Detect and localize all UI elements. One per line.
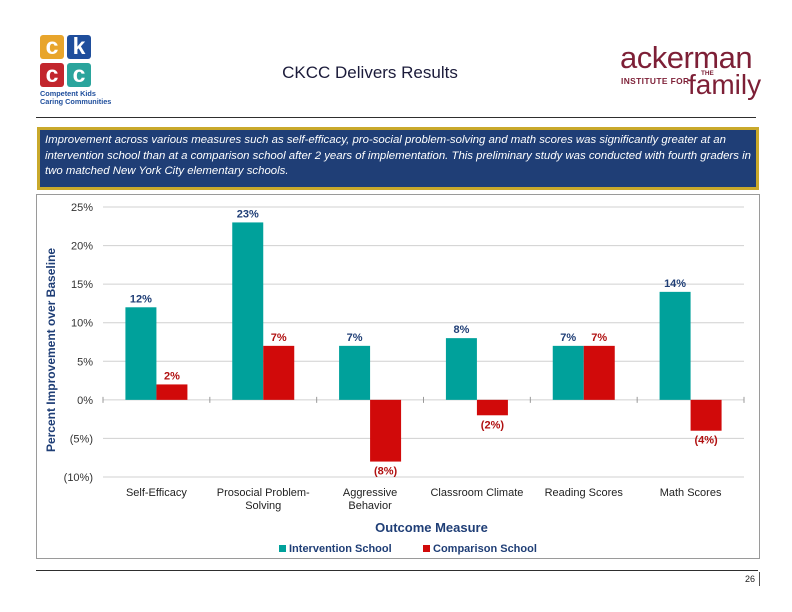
logo-tagline-line2: Caring Communities — [40, 97, 112, 106]
logo-tile-c3: c — [67, 63, 91, 87]
y-tick-label: 0% — [77, 395, 93, 407]
y-tick-label: (10%) — [64, 472, 93, 484]
data-label: 8% — [453, 324, 469, 336]
intervention-bar — [125, 307, 157, 400]
logo-tagline: Competent Kids Caring Communities — [40, 90, 111, 106]
comparison-bar — [690, 399, 722, 431]
data-label: (8%) — [374, 466, 398, 478]
legend-swatch — [423, 545, 430, 552]
logo-tile-c2: c — [40, 63, 64, 87]
ackerman-logo: ackerman INSTITUTE FOR THE family — [614, 40, 762, 100]
logo-tagline-line1: Competent Kids — [40, 89, 96, 98]
comparison-bar — [583, 345, 615, 400]
legend-label: Comparison School — [433, 543, 537, 555]
intervention-bar — [552, 345, 584, 400]
page-number: 26 — [744, 574, 755, 584]
data-label: 7% — [591, 332, 607, 344]
logo-tile-k: k — [67, 35, 91, 59]
data-label: (4%) — [694, 435, 718, 447]
logo-ackerman-word: ackerman — [620, 40, 753, 75]
x-tick-label: Prosocial Problem- — [217, 487, 310, 499]
legend-label: Intervention School — [289, 543, 392, 555]
bar-chart: (10%) (5%) 0% 5% 10% 15% 20% 25% 12% 23% 7% 8% 7% 14%… — [44, 202, 745, 555]
intervention-bar — [232, 222, 264, 400]
intervention-bar — [339, 345, 371, 400]
y-tick-label: 10% — [71, 318, 93, 330]
data-label: 7% — [560, 332, 576, 344]
page-number-divider — [759, 572, 760, 586]
y-axis-title: Percent Improvement over Baseline — [44, 248, 58, 452]
x-tick-label: Self-Efficacy — [126, 487, 187, 499]
data-label: (2%) — [481, 419, 505, 431]
logo-tile-c1: c — [40, 35, 64, 59]
y-tick-label: 25% — [71, 202, 93, 214]
legend-swatch — [279, 545, 286, 552]
data-label: 23% — [237, 208, 259, 220]
data-label: 7% — [271, 332, 287, 344]
x-tick-label: Classroom Climate — [430, 487, 523, 499]
x-tick-label: Math Scores — [660, 487, 722, 499]
y-tick-label: 15% — [71, 279, 93, 291]
y-tick-label: (5%) — [70, 433, 93, 445]
x-tick-label: Behavior — [348, 500, 392, 512]
logo-family-word: family — [688, 69, 762, 100]
data-label: 14% — [664, 278, 686, 290]
intro-text: Improvement across various measures such… — [45, 134, 751, 178]
x-axis-title: Outcome Measure — [375, 520, 488, 535]
comparison-bar — [370, 399, 402, 462]
logo-the: THE — [701, 70, 714, 77]
y-tick-label: 20% — [71, 241, 93, 253]
x-tick-label: Solving — [245, 500, 281, 512]
footer-divider — [36, 570, 758, 571]
header-divider — [36, 117, 756, 118]
logo-institute-for: INSTITUTE FOR — [621, 76, 690, 86]
chart-frame: (10%) (5%) 0% 5% 10% 15% 20% 25% 12% 23% 7% 8% 7% 14%… — [36, 194, 760, 559]
comparison-bar — [476, 399, 508, 416]
intro-box: Improvement across various measures such… — [37, 127, 759, 190]
comparison-bar — [156, 384, 188, 400]
comparison-bar — [263, 345, 295, 400]
data-label: 7% — [347, 332, 363, 344]
x-tick-label: Aggressive — [343, 487, 397, 499]
intervention-bar — [445, 338, 477, 400]
page-title: CKCC Delivers Results — [282, 63, 458, 82]
intervention-bar — [659, 291, 691, 400]
data-label: 12% — [130, 293, 152, 305]
y-tick-label: 5% — [77, 356, 93, 368]
data-label: 2% — [164, 370, 180, 382]
ckcc-logo: c k c c Competent Kids Caring Communitie… — [36, 30, 140, 114]
x-tick-label: Reading Scores — [545, 487, 624, 499]
